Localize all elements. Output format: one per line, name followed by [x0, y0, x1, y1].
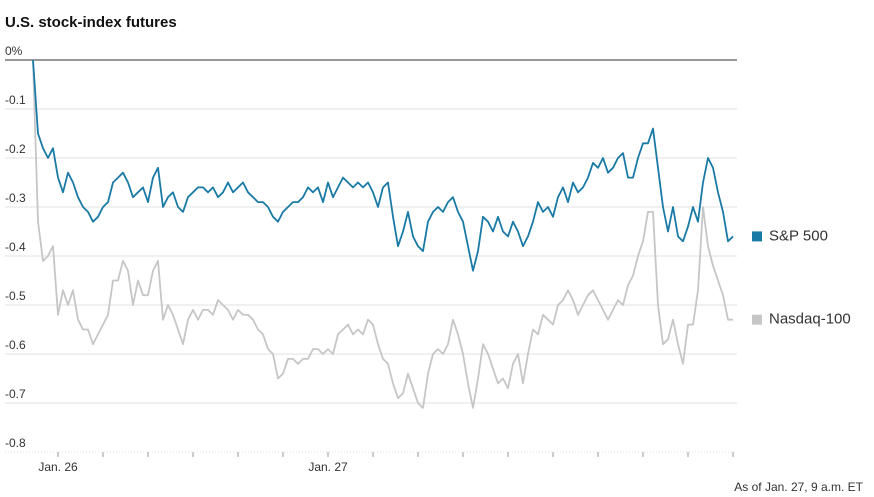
legend-label: Nasdaq-100: [769, 311, 851, 328]
source-note: As of Jan. 27, 9 a.m. ET: [734, 480, 863, 494]
x-tick-label: Jan. 27: [308, 460, 348, 474]
legend-label: S&P 500: [769, 227, 828, 244]
series-line: [32, 59, 733, 409]
y-tick-label: 0%: [5, 44, 23, 58]
y-tick-label: -0.2: [5, 142, 26, 156]
y-tick-label: -0.7: [5, 387, 26, 401]
y-tick-label: -0.8: [5, 436, 26, 450]
chart-title: U.S. stock-index futures: [5, 14, 177, 31]
y-tick-label: -0.4: [5, 240, 26, 254]
legend-swatch: [752, 231, 762, 242]
x-tick-label: Jan. 26: [38, 460, 78, 474]
legend-swatch: [752, 314, 762, 325]
y-tick-label: -0.6: [5, 338, 26, 352]
y-tick-label: -0.1: [5, 93, 26, 107]
y-tick-label: -0.3: [5, 191, 26, 205]
series-line: [32, 59, 734, 272]
y-tick-label: -0.5: [5, 289, 26, 303]
